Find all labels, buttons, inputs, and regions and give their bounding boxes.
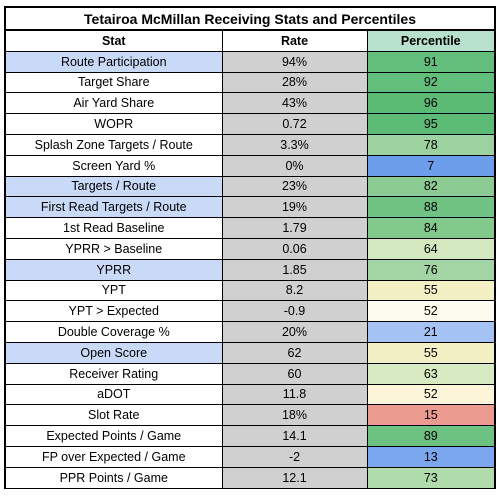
rate-cell[interactable]: 18% <box>221 404 368 427</box>
table-row: YPT 8.2 55 <box>4 279 497 302</box>
table-row: Double Coverage % 20% 21 <box>4 321 497 343</box>
stat-cell[interactable]: YPT > Expected <box>4 300 223 323</box>
percentile-cell[interactable]: 52 <box>366 383 497 406</box>
stat-cell[interactable]: WOPR <box>4 113 223 135</box>
percentile-cell[interactable]: 73 <box>366 466 497 489</box>
table-row: YPRR 1.85 76 <box>4 258 497 281</box>
rate-cell[interactable]: -2 <box>221 445 368 468</box>
stats-table: Tetairoa McMillan Receiving Stats and Pe… <box>3 6 497 489</box>
percentile-cell[interactable]: 15 <box>366 404 497 427</box>
stat-cell[interactable]: PPR Points / Game <box>4 466 223 489</box>
column-header-rate[interactable]: Rate <box>221 29 368 52</box>
table-row: FP over Expected / Game -2 13 <box>4 445 497 468</box>
percentile-cell[interactable]: 52 <box>366 300 497 323</box>
percentile-cell[interactable]: 76 <box>366 258 497 281</box>
rate-cell[interactable]: 60 <box>221 362 368 385</box>
percentile-cell[interactable]: 95 <box>366 113 497 135</box>
rate-cell[interactable]: -0.9 <box>221 300 368 323</box>
table-row: YPT > Expected -0.9 52 <box>4 300 497 323</box>
percentile-cell[interactable]: 55 <box>366 279 497 302</box>
rate-cell[interactable]: 20% <box>221 321 368 343</box>
stat-cell[interactable]: Splash Zone Targets / Route <box>4 133 223 156</box>
stat-cell[interactable]: Open Score <box>4 341 223 364</box>
table-row: Splash Zone Targets / Route 3.3% 78 <box>4 133 497 156</box>
stat-cell[interactable]: Expected Points / Game <box>4 425 223 447</box>
rate-cell[interactable]: 3.3% <box>221 133 368 156</box>
rate-cell[interactable]: 0% <box>221 154 368 177</box>
table-row: Targets / Route 23% 82 <box>4 175 497 198</box>
rate-cell[interactable]: 62 <box>221 341 368 364</box>
stat-cell[interactable]: aDOT <box>4 383 223 406</box>
percentile-cell[interactable]: 92 <box>366 71 497 94</box>
stat-cell[interactable]: Double Coverage % <box>4 321 223 343</box>
rate-cell[interactable]: 23% <box>221 175 368 198</box>
table-row: First Read Targets / Route 19% 88 <box>4 196 497 219</box>
table-row: Expected Points / Game 14.1 89 <box>4 425 497 447</box>
stat-cell[interactable]: Receiver Rating <box>4 362 223 385</box>
column-header-stat[interactable]: Stat <box>4 29 223 52</box>
table-title[interactable]: Tetairoa McMillan Receiving Stats and Pe… <box>3 6 497 31</box>
table-row: aDOT 11.8 52 <box>4 383 497 406</box>
percentile-cell[interactable]: 55 <box>366 341 497 364</box>
table-row: Open Score 62 55 <box>4 341 497 364</box>
rate-cell[interactable]: 94% <box>221 50 368 73</box>
stat-cell[interactable]: YPRR > Baseline <box>4 237 223 260</box>
rate-cell[interactable]: 43% <box>221 92 368 115</box>
stat-cell[interactable]: 1st Read Baseline <box>4 217 223 239</box>
percentile-cell[interactable]: 78 <box>366 133 497 156</box>
stat-cell[interactable]: Route Participation <box>4 50 223 73</box>
percentile-cell[interactable]: 96 <box>366 92 497 115</box>
percentile-cell[interactable]: 21 <box>366 321 497 343</box>
stat-cell[interactable]: FP over Expected / Game <box>4 445 223 468</box>
stat-cell[interactable]: YPT <box>4 279 223 302</box>
table-row: 1st Read Baseline 1.79 84 <box>4 217 497 239</box>
stat-cell[interactable]: First Read Targets / Route <box>4 196 223 219</box>
percentile-cell[interactable]: 63 <box>366 362 497 385</box>
table-row: Receiver Rating 60 63 <box>4 362 497 385</box>
rate-cell[interactable]: 19% <box>221 196 368 219</box>
stat-cell[interactable]: Air Yard Share <box>4 92 223 115</box>
table-row: YPRR > Baseline 0.06 64 <box>4 237 497 260</box>
table-row: Screen Yard % 0% 7 <box>4 154 497 177</box>
rate-cell[interactable]: 0.72 <box>221 113 368 135</box>
rate-cell[interactable]: 8.2 <box>221 279 368 302</box>
table-row: Target Share 28% 92 <box>4 71 497 94</box>
stat-cell[interactable]: Targets / Route <box>4 175 223 198</box>
percentile-cell[interactable]: 64 <box>366 237 497 260</box>
rate-cell[interactable]: 0.06 <box>221 237 368 260</box>
stat-cell[interactable]: YPRR <box>4 258 223 281</box>
rate-cell[interactable]: 28% <box>221 71 368 94</box>
rate-cell[interactable]: 11.8 <box>221 383 368 406</box>
table-row: Slot Rate 18% 15 <box>4 404 497 427</box>
percentile-cell[interactable]: 7 <box>366 154 497 177</box>
stat-cell[interactable]: Screen Yard % <box>4 154 223 177</box>
rate-cell[interactable]: 14.1 <box>221 425 368 447</box>
percentile-cell[interactable]: 84 <box>366 217 497 239</box>
percentile-cell[interactable]: 88 <box>366 196 497 219</box>
table-row: PPR Points / Game 12.1 73 <box>4 466 497 489</box>
percentile-cell[interactable]: 82 <box>366 175 497 198</box>
table-row: Route Participation 94% 91 <box>4 50 497 73</box>
percentile-cell[interactable]: 91 <box>366 50 497 73</box>
percentile-cell[interactable]: 13 <box>366 445 497 468</box>
table-row: Air Yard Share 43% 96 <box>4 92 497 115</box>
table-row: WOPR 0.72 95 <box>4 113 497 135</box>
percentile-cell[interactable]: 89 <box>366 425 497 447</box>
rate-cell[interactable]: 1.79 <box>221 217 368 239</box>
stat-cell[interactable]: Slot Rate <box>4 404 223 427</box>
rate-cell[interactable]: 12.1 <box>221 466 368 489</box>
stat-cell[interactable]: Target Share <box>4 71 223 94</box>
rate-cell[interactable]: 1.85 <box>221 258 368 281</box>
column-header-percentile[interactable]: Percentile <box>366 29 497 52</box>
